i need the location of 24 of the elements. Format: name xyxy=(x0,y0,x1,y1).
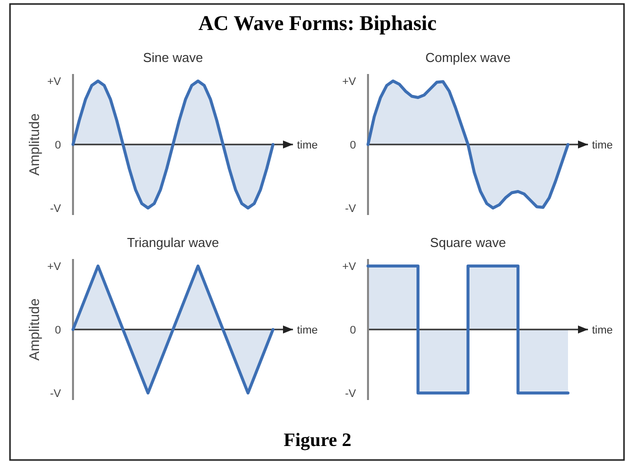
x-axis-title: time xyxy=(592,140,613,152)
text: 0 xyxy=(54,140,61,152)
y-axis-title: Amplitude xyxy=(26,298,42,361)
chart-title: Sine wave xyxy=(143,50,203,65)
chart-title: Square wave xyxy=(430,235,506,250)
chart-title: Triangular wave xyxy=(126,235,220,250)
x-axis-title: time xyxy=(592,324,613,336)
text: +V xyxy=(47,76,62,88)
caption: Figure 2 xyxy=(284,430,352,451)
text: -V xyxy=(345,203,357,215)
x-axis-title: time xyxy=(297,324,318,336)
text: +V xyxy=(342,261,357,273)
text: -V xyxy=(345,388,357,400)
chart-title: Complex wave xyxy=(425,50,511,65)
text: +V xyxy=(47,261,62,273)
text: -V xyxy=(50,203,62,215)
x-axis-title: time xyxy=(297,140,318,152)
text: +V xyxy=(342,76,357,88)
text: 0 xyxy=(350,324,356,336)
text: 0 xyxy=(54,324,61,336)
text: 0 xyxy=(350,140,356,152)
text: AC Wave Forms: Biphasic xyxy=(198,11,437,35)
text: -V xyxy=(50,388,62,400)
y-axis-title: Amplitude xyxy=(26,113,42,176)
